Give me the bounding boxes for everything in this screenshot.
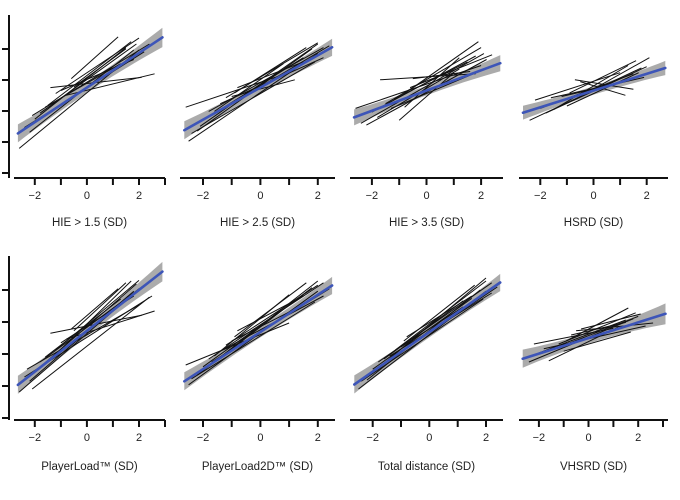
- x-axis-label: PlayerLoad2D™ (SD): [202, 461, 313, 473]
- x-tick-label: −2: [197, 190, 210, 202]
- individual-line: [393, 61, 468, 100]
- panel-playerload2d: −2 0 2 PlayerLoad2D™ (SD): [180, 276, 335, 473]
- x-tick-label: 2: [644, 190, 650, 202]
- y-axis-row-1: [2, 15, 10, 178]
- individual-line: [70, 288, 119, 330]
- x-axis-label: VHSRD (SD): [560, 461, 627, 473]
- individual-line: [31, 296, 150, 390]
- panel-vhsrd: −2 0 2 VHSRD (SD): [519, 303, 668, 473]
- mean-fit-line: [352, 61, 502, 119]
- mean-fit-line: [521, 66, 667, 114]
- individual-line: [580, 313, 641, 330]
- individual-line: [237, 61, 304, 89]
- x-tick-label: −2: [534, 190, 547, 202]
- individual-line: [574, 79, 634, 90]
- individual-line: [199, 43, 319, 127]
- panel-total-distance: −2 0 2 Total distance (SD): [350, 273, 503, 473]
- panel-hie-3-5: −2 0 2 HIE > 3.5 (SD): [350, 41, 503, 229]
- x-tick-label: 0: [257, 190, 263, 202]
- individual-line: [576, 322, 654, 332]
- mean-fit-line: [183, 284, 334, 383]
- x-tick-label: −2: [29, 190, 42, 202]
- individual-line: [234, 47, 307, 94]
- mean-fit-line: [521, 312, 667, 361]
- individual-line: [208, 47, 324, 112]
- individual-line: [185, 72, 290, 108]
- x-tick-label: −2: [533, 432, 546, 444]
- individual-line: [534, 72, 621, 101]
- individual-line: [231, 79, 295, 97]
- individual-line: [191, 301, 316, 380]
- panel-playerload: −2 0 2 PlayerLoad™ (SD): [14, 261, 166, 473]
- individual-line: [401, 41, 479, 96]
- x-tick-label: −2: [366, 432, 379, 444]
- y-axis-row-2: [2, 256, 10, 420]
- individual-line: [360, 53, 485, 124]
- individual-line: [569, 60, 637, 94]
- individual-line: [55, 37, 140, 94]
- x-tick-label: 0: [423, 190, 429, 202]
- panel-hsrd: −2 0 2 HSRD (SD): [519, 57, 668, 229]
- x-tick-label: 2: [136, 190, 142, 202]
- x-tick-label: 0: [585, 432, 591, 444]
- x-tick-label: 0: [426, 432, 432, 444]
- x-axis-label: HIE > 3.5 (SD): [389, 217, 464, 229]
- individual-line: [237, 295, 304, 332]
- x-tick-label: 0: [84, 190, 90, 202]
- x-tick-label: 0: [590, 190, 596, 202]
- x-tick-label: 0: [84, 432, 90, 444]
- mean-fit-line: [16, 270, 164, 387]
- x-tick-label: −2: [366, 190, 379, 202]
- individual-line: [553, 65, 629, 111]
- individual-line: [185, 322, 290, 366]
- x-tick-label: −2: [29, 432, 42, 444]
- individual-line: [214, 63, 284, 112]
- individual-line: [398, 72, 455, 121]
- individual-line: [70, 36, 119, 79]
- x-axis-label: PlayerLoad™ (SD): [41, 461, 138, 473]
- individual-line: [380, 73, 476, 81]
- individual-line: [400, 306, 464, 348]
- x-axis-label: Total distance (SD): [378, 461, 475, 473]
- individual-line: [404, 57, 460, 108]
- x-axis-label: HIE > 2.5 (SD): [220, 217, 295, 229]
- individual-line: [31, 43, 150, 117]
- individual-line: [47, 41, 132, 106]
- individual-line: [355, 65, 482, 109]
- x-tick-label: −2: [197, 432, 210, 444]
- x-tick-label: 2: [315, 432, 321, 444]
- mean-fit-line: [352, 281, 502, 386]
- x-axis-label: HSRD (SD): [564, 217, 624, 229]
- x-tick-label: 2: [136, 432, 142, 444]
- individual-line: [533, 327, 614, 345]
- individual-line: [409, 54, 493, 89]
- individual-line: [406, 295, 473, 338]
- individual-line: [225, 284, 319, 346]
- panel-hie-1-5: −2 0 2 HIE > 1.5 (SD): [14, 27, 166, 229]
- individual-line: [570, 321, 626, 336]
- x-tick-label: 2: [635, 432, 641, 444]
- x-tick-label: 0: [257, 432, 263, 444]
- individual-line: [231, 308, 296, 342]
- individual-line: [73, 48, 127, 88]
- x-tick-label: 2: [315, 190, 321, 202]
- individual-line: [566, 72, 639, 107]
- individual-line: [191, 61, 316, 134]
- mean-fit-line: [183, 45, 334, 132]
- individual-line: [47, 280, 132, 363]
- x-axis-label: HIE > 1.5 (SD): [52, 217, 127, 229]
- individual-line: [361, 298, 484, 382]
- individual-line: [234, 282, 307, 338]
- x-tick-label: 2: [478, 190, 484, 202]
- mean-fit-line: [16, 36, 164, 135]
- x-tick-label: 2: [483, 432, 489, 444]
- individual-line: [26, 304, 140, 370]
- individual-line: [73, 282, 127, 332]
- individual-line: [366, 59, 487, 126]
- panel-hie-2-5: −2 0 2 HIE > 2.5 (SD): [180, 38, 335, 229]
